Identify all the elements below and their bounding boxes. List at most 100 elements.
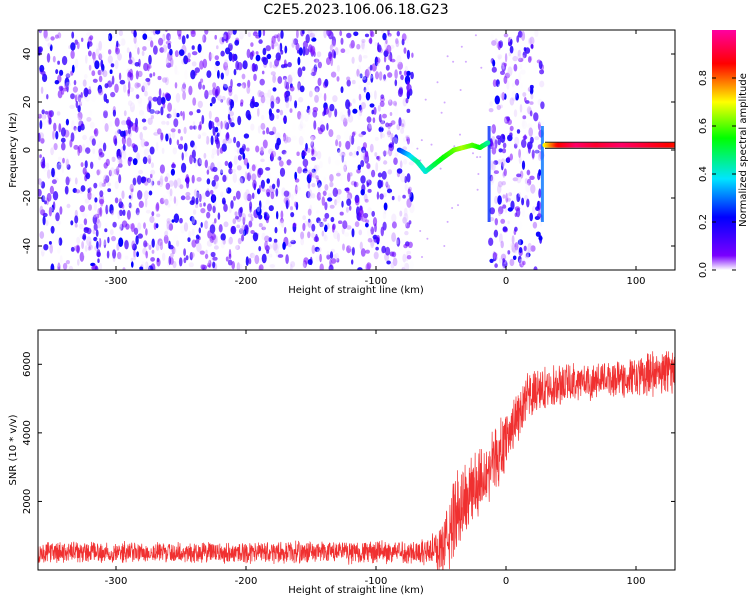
heatmap-cell — [98, 156, 101, 161]
heatmap-cell — [290, 237, 295, 242]
heatmap-cell — [239, 176, 245, 184]
heatmap-cell — [290, 261, 296, 268]
heatmap-cell — [77, 117, 82, 126]
heatmap-cell — [309, 32, 316, 38]
snr-x-label: Height of straight line (km) — [288, 585, 424, 596]
heatmap-cell — [171, 130, 176, 139]
heatmap-cell — [57, 156, 63, 161]
heatmap-cell — [49, 44, 53, 52]
heatmap-cell — [378, 241, 383, 249]
heatmap-cell — [206, 262, 211, 268]
heatmap-cell — [430, 143, 433, 146]
heatmap-cell — [56, 246, 61, 254]
heatmap-cell — [257, 167, 264, 176]
heatmap-cell — [323, 93, 327, 102]
heatmap-cell — [194, 160, 198, 168]
heatmap-cell — [124, 255, 129, 260]
heatmap-cell — [272, 241, 278, 251]
heatmap-cell — [246, 193, 252, 202]
heatmap-cell — [365, 219, 370, 224]
heatmap-cell — [342, 220, 348, 230]
heatmap-cell — [326, 122, 329, 131]
heatmap-cell — [166, 218, 171, 224]
heatmap-cell — [526, 123, 533, 129]
heatmap-cell — [406, 84, 412, 92]
heatmap-cell — [114, 197, 119, 204]
heatmap-cell — [443, 101, 446, 104]
heatmap-cell — [54, 234, 59, 242]
heatmap-cell — [169, 193, 173, 202]
heatmap-cell — [525, 182, 531, 193]
heatmap-cell — [345, 48, 350, 55]
heatmap-cell — [98, 148, 103, 156]
heatmap-cell — [185, 174, 190, 184]
heatmap-cell — [141, 85, 145, 93]
heatmap-cell — [306, 69, 312, 78]
heatmap-cell — [193, 125, 197, 130]
heatmap-cell — [111, 75, 115, 85]
heatmap-cell — [517, 239, 524, 246]
heatmap-cell — [289, 222, 293, 231]
heatmap-cell — [159, 47, 165, 53]
heatmap-cell — [179, 184, 184, 190]
heatmap-cell — [360, 152, 365, 162]
heatmap-cell — [98, 237, 102, 248]
heatmap-cell — [334, 108, 338, 118]
heatmap-cell — [227, 113, 231, 121]
x-tick-label: 0 — [503, 276, 509, 287]
heatmap-cell — [371, 210, 376, 217]
heatmap-cell — [515, 92, 519, 101]
heatmap-cell — [520, 49, 523, 59]
heatmap-cell — [328, 156, 331, 165]
spectrogram-y-label: Frequency (Hz) — [8, 112, 19, 188]
heatmap-cell — [217, 69, 220, 79]
heatmap-cell — [378, 126, 384, 133]
heatmap-cell — [323, 233, 327, 240]
heatmap-cell — [532, 221, 538, 229]
heatmap-cell — [200, 264, 205, 268]
heatmap-cell — [367, 123, 372, 133]
heatmap-cell — [103, 93, 108, 102]
heatmap-cell — [512, 48, 518, 58]
heatmap-cell — [508, 52, 511, 57]
heatmap-cell — [301, 151, 307, 157]
heatmap-cell — [262, 47, 267, 56]
heatmap-cell — [514, 78, 520, 86]
heatmap-cell — [229, 105, 232, 112]
heatmap-cell — [528, 37, 533, 45]
heatmap-cell — [86, 32, 92, 37]
heatmap-cell — [509, 132, 513, 138]
heatmap-cell — [319, 263, 324, 270]
heatmap-cell — [369, 64, 373, 71]
heatmap-cell — [326, 222, 330, 230]
heatmap-cell — [385, 38, 388, 45]
heatmap-cell — [58, 85, 64, 91]
heatmap-cell — [518, 221, 523, 231]
heatmap-cell — [228, 236, 233, 245]
heatmap-cell — [264, 235, 270, 243]
heatmap-cell — [539, 69, 545, 75]
heatmap-cell — [503, 93, 507, 100]
heatmap-cell — [129, 102, 134, 107]
heatmap-cell — [117, 155, 121, 164]
heatmap-cell — [271, 183, 276, 190]
heatmap-cell — [118, 159, 124, 165]
heatmap-cell — [191, 228, 195, 237]
heatmap-cell — [142, 263, 146, 270]
heatmap-cell — [193, 157, 197, 164]
heatmap-cell — [279, 42, 283, 52]
heatmap-cell — [502, 142, 507, 149]
heatmap-cell — [170, 252, 174, 258]
heatmap-cell — [250, 123, 255, 131]
heatmap-cell — [280, 49, 284, 55]
heatmap-cell — [167, 203, 171, 208]
heatmap-cell — [124, 240, 129, 250]
heatmap-cell — [494, 143, 497, 150]
heatmap-cell — [316, 248, 320, 258]
heatmap-cell — [133, 227, 139, 235]
heatmap-cell — [499, 233, 503, 244]
heatmap-cell — [526, 247, 530, 258]
heatmap-cell — [135, 94, 140, 99]
heatmap-cell — [355, 197, 360, 206]
heatmap-cell — [180, 136, 184, 141]
